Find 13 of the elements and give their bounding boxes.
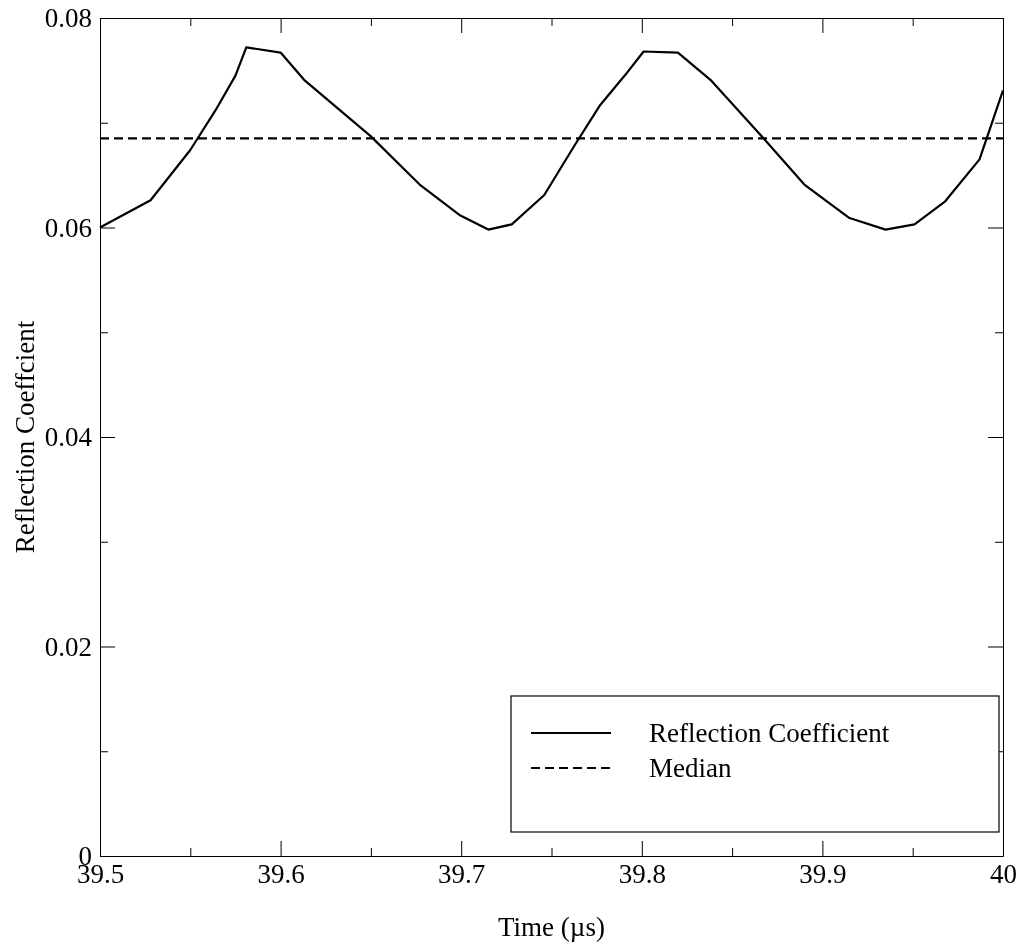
x-tick-label: 39.7 — [438, 859, 486, 890]
x-tick-label: 39.9 — [799, 859, 847, 890]
x-tick-label: 40 — [990, 859, 1017, 890]
y-tick-label: 0.04 — [44, 422, 93, 453]
legend-label: Reflection Coefficient — [649, 718, 890, 748]
y-axis-title: Reflection Coeffcient — [10, 320, 40, 554]
legend-label: Median — [649, 753, 732, 783]
y-tick-label: 0.08 — [44, 3, 92, 34]
y-tick-label: 0.06 — [44, 212, 92, 243]
x-tick-label: 39.6 — [257, 859, 305, 890]
x-tick-label: 39.8 — [618, 859, 666, 890]
y-tick-label: 0.02 — [44, 631, 92, 662]
x-axis-title: Time (µs) — [498, 912, 605, 942]
